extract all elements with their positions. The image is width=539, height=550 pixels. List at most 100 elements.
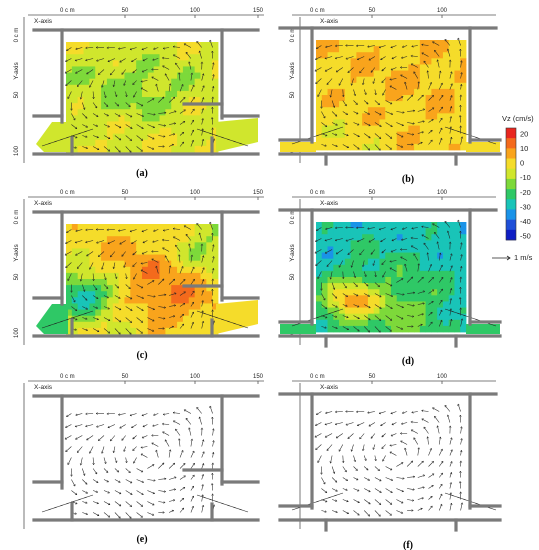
vector-arrowhead [130,241,134,245]
contour-cell [200,315,207,323]
velocity-vector [190,119,194,125]
vector-arrowhead [367,514,371,517]
vector-arrowhead [85,116,88,119]
contour-cell [130,115,137,122]
colorbar-frame [505,127,517,241]
velocity-vector [381,249,386,254]
vector-arrowhead [73,300,76,303]
vector-arrowhead [142,424,145,428]
contour-cell [101,90,108,98]
contour-cell [362,95,369,102]
contour-cell [165,72,172,80]
velocity-vector [107,240,116,244]
velocity-vector [324,67,333,72]
contour-cell [130,266,137,274]
velocity-vector [417,313,424,316]
vector-arrowhead [74,492,78,496]
vector-arrowhead [367,112,371,115]
contour-cell [101,66,108,73]
contour-cell [177,242,184,249]
vector-arrowhead [334,44,338,48]
contour-cell [112,48,120,55]
velocity-vector [136,295,144,299]
velocity-vector [65,240,72,244]
vector-arrowhead [450,253,453,256]
contour-cell [89,54,96,61]
contour-cell [136,42,143,49]
contour-cell [188,327,196,335]
contour-cell [373,252,380,260]
vector-arrowhead [377,284,380,288]
contour-cell [454,258,461,266]
contour-cell [327,277,334,284]
velocity-vector [345,238,354,242]
contour-cell [454,52,461,59]
contour-cell [124,242,131,249]
colorbar-swatch [506,148,516,159]
contour-cell [206,127,213,135]
vector-arrowhead [109,438,113,442]
contour-cell [165,54,172,61]
contour-cell [153,121,160,128]
contour-cell [460,283,467,290]
vector-arrowhead [128,286,131,290]
contour-cell [316,283,323,290]
velocity-vector [173,420,181,425]
velocity-vector [118,47,126,50]
contour-cell [460,131,467,139]
velocity-vector [428,495,433,500]
vectors-c [41,221,249,335]
velocity-vector [385,111,393,115]
velocity-vector [449,116,452,123]
vector-arrowhead [382,93,385,96]
contour-cell [118,315,125,323]
vector-arrowhead [121,254,124,257]
contour-cell [356,52,363,59]
field-a [36,42,258,153]
contour-cell [402,222,409,229]
velocity-vector [391,422,397,426]
velocity-vector [152,240,159,243]
contour-cell [165,297,172,304]
velocity-vector [140,446,148,448]
velocity-vector [179,323,185,329]
contour-cell [142,260,149,268]
vector-arrowhead [185,417,188,421]
velocity-vector [364,510,370,517]
contour-cell [171,60,178,67]
velocity-vector [168,326,174,329]
contour-cell [101,230,108,237]
contour-cell [66,72,73,80]
velocity-vector [158,294,167,296]
vector-arrowhead [162,462,165,465]
contour-cell [153,272,160,280]
vector-arrowhead [132,448,135,452]
contour-cell [182,285,190,292]
contour-cell [362,264,369,272]
velocity-vector [460,242,462,250]
contour-cell [89,309,96,317]
contour-cell [71,54,79,61]
contour-cell [118,54,125,61]
velocity-vector [118,229,126,232]
contour-cell [373,264,380,272]
contour-cell [212,254,219,262]
contour-cell [414,143,421,151]
velocity-vector [342,455,344,463]
contour-cell [83,109,90,116]
velocity-vector [147,113,156,115]
vector-arrowhead [434,415,437,419]
contour-cell [83,139,90,147]
contour-cell [391,64,398,71]
x-axis-zero-label: 0 c m [60,8,75,14]
velocity-vector [370,433,376,439]
contour-cell [356,107,363,114]
contour-cell [419,101,427,108]
velocity-vector [114,295,121,299]
contour-cell [385,70,392,78]
contour-cell [147,224,155,231]
velocity-vector [119,424,126,429]
contour-cell [106,127,114,135]
velocity-vector [380,56,386,61]
